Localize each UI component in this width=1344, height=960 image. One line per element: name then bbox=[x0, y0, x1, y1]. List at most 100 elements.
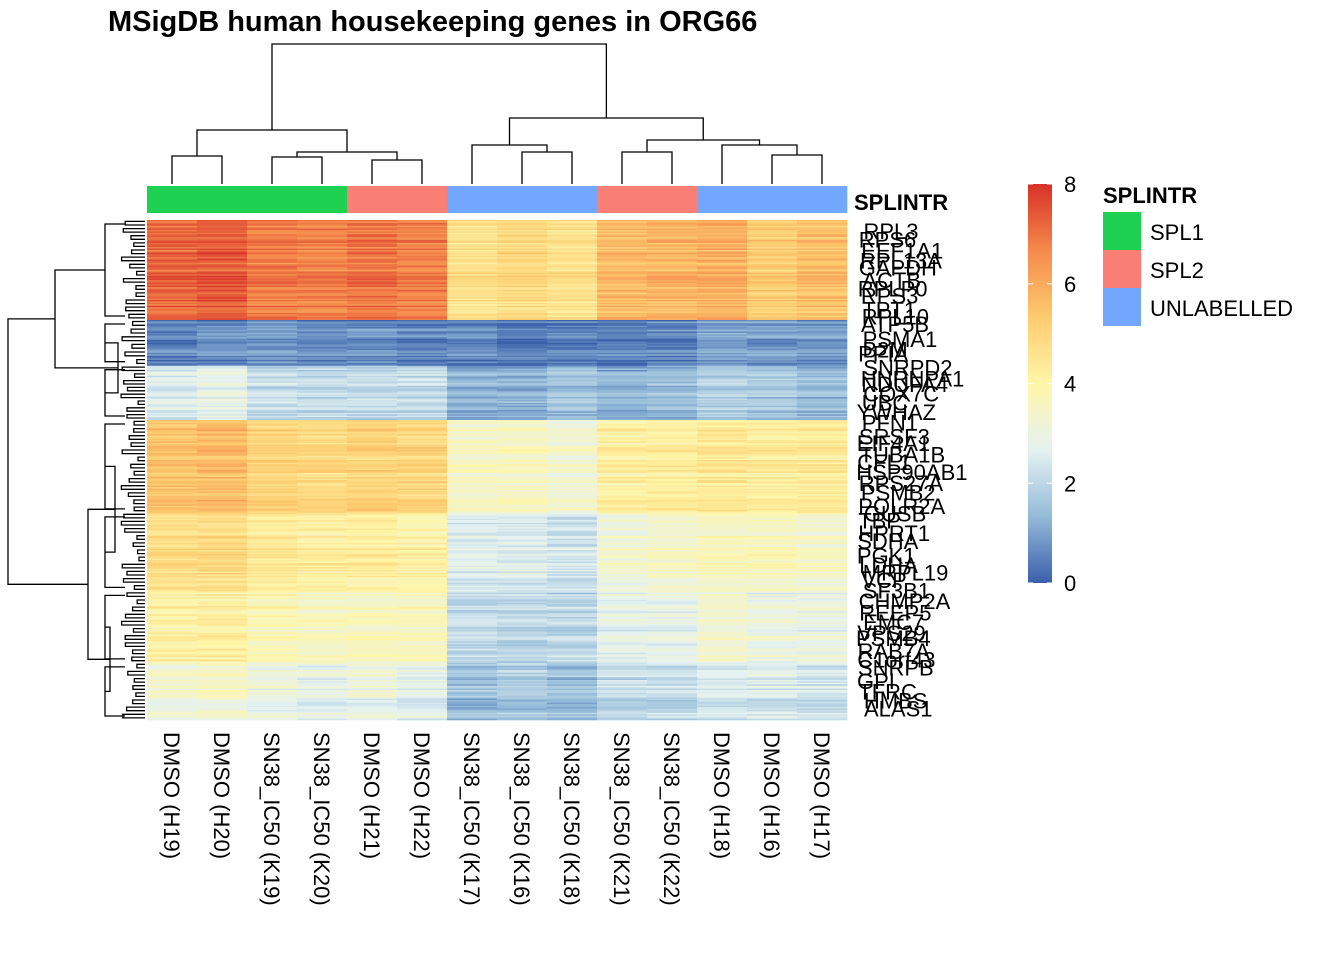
heatmap-cell bbox=[347, 521, 398, 524]
heatmap-cell bbox=[297, 340, 348, 342]
heatmap-cell bbox=[247, 392, 298, 395]
heatmap-cell bbox=[647, 510, 698, 512]
heatmap-cell bbox=[147, 347, 198, 349]
heatmap-cell bbox=[497, 245, 548, 248]
heatmap-cell bbox=[747, 442, 798, 445]
heatmap-cell bbox=[347, 507, 398, 509]
heatmap-cell bbox=[547, 337, 598, 339]
heatmap-cell bbox=[197, 305, 248, 308]
heatmap-cell bbox=[547, 537, 598, 539]
heatmap-cell bbox=[547, 340, 598, 342]
heatmap-cell bbox=[297, 454, 348, 457]
heatmap-cell bbox=[297, 431, 348, 434]
heatmap-cell bbox=[147, 565, 198, 568]
heatmap-cell bbox=[597, 481, 648, 484]
heatmap-cell bbox=[547, 701, 598, 704]
heatmap-cell bbox=[247, 478, 298, 481]
heatmap-cell bbox=[797, 695, 848, 698]
heatmap-cell bbox=[547, 668, 598, 671]
heatmap-cell bbox=[247, 431, 298, 434]
heatmap-cell bbox=[447, 377, 498, 379]
heatmap-cell bbox=[297, 517, 348, 519]
heatmap-cell bbox=[797, 321, 848, 324]
heatmap-cell bbox=[497, 325, 548, 328]
heatmap-cell bbox=[647, 307, 698, 309]
heatmap-cell bbox=[697, 424, 748, 427]
heatmap-cell bbox=[647, 221, 698, 224]
heatmap-cell bbox=[347, 650, 398, 652]
heatmap-cell bbox=[347, 548, 398, 551]
heatmap-cell bbox=[397, 301, 448, 304]
heatmap-cell bbox=[247, 661, 298, 664]
heatmap-cell bbox=[197, 348, 248, 351]
heatmap-cell bbox=[147, 427, 198, 429]
heatmap-cell bbox=[247, 371, 298, 374]
heatmap-cell bbox=[747, 582, 798, 585]
heatmap-cell bbox=[497, 467, 548, 469]
heatmap-cell bbox=[697, 271, 748, 274]
heatmap-cell bbox=[347, 644, 398, 647]
heatmap-cell bbox=[447, 561, 498, 564]
heatmap-cell bbox=[147, 481, 198, 484]
heatmap-cell bbox=[297, 387, 348, 389]
heatmap-cell bbox=[147, 530, 198, 532]
heatmap-cell bbox=[797, 518, 848, 521]
heatmap-cell bbox=[247, 317, 298, 319]
heatmap-cell bbox=[297, 312, 348, 315]
heatmap-cell bbox=[247, 714, 298, 717]
heatmap-cell bbox=[197, 658, 248, 661]
heatmap-cell bbox=[297, 468, 348, 471]
heatmap-cell bbox=[697, 664, 748, 667]
heatmap-cell bbox=[197, 425, 248, 428]
heatmap-cell bbox=[397, 604, 448, 607]
heatmap-cell bbox=[247, 627, 298, 629]
heatmap-cell bbox=[597, 274, 648, 277]
heatmap-cell bbox=[147, 292, 198, 295]
heatmap-cell bbox=[447, 368, 498, 371]
heatmap-cell bbox=[297, 587, 348, 589]
heatmap-cell bbox=[147, 452, 198, 455]
heatmap-cell bbox=[647, 514, 698, 517]
heatmap-cell bbox=[297, 238, 348, 241]
heatmap-cell bbox=[197, 568, 248, 571]
heatmap-cell bbox=[297, 577, 348, 579]
heatmap-cell bbox=[647, 577, 698, 579]
heatmap-cell bbox=[447, 477, 498, 479]
heatmap-cell bbox=[247, 417, 298, 419]
heatmap-cell bbox=[497, 558, 548, 561]
heatmap-cell bbox=[297, 674, 348, 677]
heatmap-cell bbox=[447, 667, 498, 669]
heatmap-cell bbox=[797, 314, 848, 317]
heatmap-cell bbox=[647, 238, 698, 241]
heatmap-cell bbox=[197, 454, 248, 457]
heatmap-cell bbox=[297, 574, 348, 577]
heatmap-cell bbox=[747, 488, 798, 491]
heatmap-cell bbox=[497, 708, 548, 711]
heatmap-cell bbox=[447, 492, 498, 495]
heatmap-cell bbox=[147, 360, 198, 362]
heatmap-cell bbox=[447, 282, 498, 285]
heatmap-cell bbox=[647, 480, 698, 482]
heatmap-cell bbox=[697, 437, 748, 439]
heatmap-cell bbox=[597, 451, 648, 454]
heatmap-cell bbox=[647, 311, 698, 314]
heatmap-cell bbox=[747, 420, 798, 422]
heatmap-cell bbox=[347, 312, 398, 315]
heatmap-cell bbox=[647, 312, 698, 315]
heatmap-cell bbox=[297, 711, 348, 714]
heatmap-cell bbox=[197, 345, 248, 348]
heatmap-cell bbox=[647, 414, 698, 417]
heatmap-cell bbox=[597, 392, 648, 395]
heatmap-cell bbox=[597, 324, 648, 327]
heatmap-cell bbox=[547, 414, 598, 417]
heatmap-cell bbox=[347, 607, 398, 609]
heatmap-cell bbox=[447, 527, 498, 529]
heatmap-cell bbox=[597, 547, 648, 549]
heatmap-cell bbox=[497, 570, 548, 572]
heatmap-cell bbox=[647, 665, 698, 668]
heatmap-cell bbox=[297, 427, 348, 429]
heatmap-cell bbox=[747, 620, 798, 622]
heatmap-cell bbox=[447, 708, 498, 711]
heatmap-cell bbox=[197, 481, 248, 484]
heatmap-cell bbox=[297, 614, 348, 617]
